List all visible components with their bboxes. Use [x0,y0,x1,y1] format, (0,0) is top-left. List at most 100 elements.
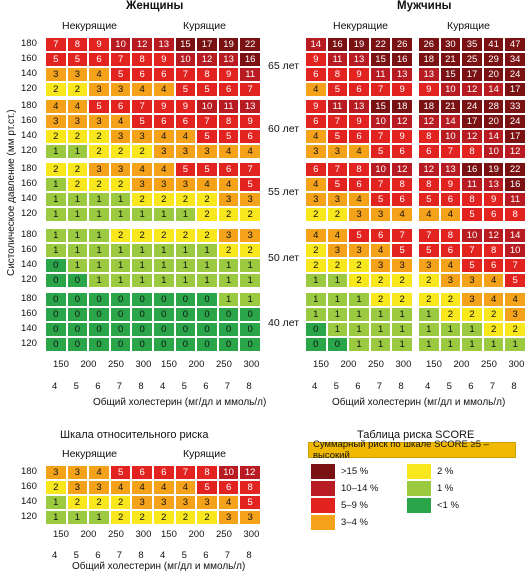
relative-smokers-cell: 5 [239,495,261,510]
women-nonsmokers-cell: 1 [88,207,110,222]
men-smokers-cell: 6 [418,144,440,159]
men-smokers-mg-tick: 150 [426,359,442,370]
men-nonsmokers-cell: 16 [391,52,413,67]
women-nonsmokers-mmol-tick: 7 [116,381,123,392]
women-smokers-cell: 1 [217,273,240,288]
women-nonsmokers-cell: 2 [66,177,89,192]
relative-nonsmokers-cell: 3 [88,480,110,495]
women-smokers-cell: 0 [174,307,197,322]
men-smokers-cell: 7 [439,144,462,159]
women-smokers-mg-tick: 300 [243,359,260,370]
women-smokers-cell: 0 [196,292,218,307]
women-smokers-cell: 3 [153,144,175,159]
men-smokers-cell: 14 [439,114,462,129]
women-smokers-cell: 2 [239,243,261,258]
women-smokers-cell: 9 [217,67,240,82]
relative-nonsmokers-cell: 2 [66,495,89,510]
men-smokers-cell: 33 [504,99,526,114]
women-smokers-cell: 1 [217,292,240,307]
women-smokers-cell: 7 [239,162,261,177]
women-smokers-cell: 8 [217,114,240,129]
men-nonsmokers-cell: 11 [326,52,349,67]
men-smokers-cell: 21 [439,99,462,114]
men-nonsmokers-cell: 1 [348,322,370,337]
relative-smokers-cell: 2 [196,510,218,525]
men-nonsmokers-cell: 16 [326,37,349,52]
women-smokers-mg-tick: 200 [188,359,205,370]
men-smokers-cell: 3 [461,292,483,307]
men-nonsmokers-cell: 4 [369,243,392,258]
men-smokers-cell: 3 [439,273,462,288]
relative-sbp-tick: 140 [21,496,37,507]
men-nonsmokers-mmol-tick: 7 [376,381,383,392]
relative-smokers-mg-tick: 300 [243,529,260,540]
women-nonsmokers-cell: 0 [45,292,67,307]
women-smokers-cell: 6 [217,162,240,177]
men-nonsmokers-cell: 6 [305,67,327,82]
men-smokers-cell: 10 [439,129,462,144]
men-smokers-cell: 6 [439,192,462,207]
men-nonsmokers-cell: 3 [348,207,370,222]
men-nonsmokers-cell: 14 [305,37,327,52]
women-smokers-cell: 3 [174,144,197,159]
relative-sbp-tick: 180 [21,466,37,477]
relative-nonsmokers-mg-tick: 250 [108,529,124,540]
men-smokers-mmol-tick: 7 [489,381,496,392]
score-table-title: Таблица риска SCORE [357,429,475,441]
men-smokers-cell: 30 [439,37,462,52]
women-nonsmokers-cell: 0 [88,322,110,337]
men-smokers-cell: 8 [418,177,440,192]
sbp-tick: 140 [21,323,37,334]
relative-smokers-mg-tick: 150 [161,529,177,540]
women-nonsmokers-cell: 0 [109,307,132,322]
men-nonsmokers-cell: 7 [391,228,413,243]
men-nonsmokers-cell: 2 [369,273,392,288]
women-nonsmokers-cell: 4 [66,99,89,114]
relative-smokers-mmol-tick: 7 [224,550,231,561]
women-nonsmokers-cell: 9 [88,37,110,52]
women-smokers-cell: 1 [196,243,218,258]
men-nonsmokers-cell: 26 [391,37,413,52]
men-nonsmokers-cell: 1 [369,337,392,352]
women-nonsmokers-cell: 0 [88,307,110,322]
men-smokers-cell: 2 [504,322,526,337]
men-smokers-mmol-tick: 5 [446,381,452,392]
women-nonsmokers-cell: 3 [109,129,132,144]
women-smokers-cell: 4 [153,162,175,177]
women-smokers-cell: 2 [153,228,175,243]
men-nonsmokers-cell: 4 [348,192,370,207]
women-nonsmokers-cell: 7 [45,37,67,52]
women-smokers-cell: 0 [217,322,240,337]
legend-label: <1 % [437,500,459,511]
women-nonsmokers-cell: 1 [66,228,89,243]
women-nonsmokers-cell: 1 [131,273,153,288]
men-smokers-cell: 1 [439,337,462,352]
women-nonsmokers-cell: 1 [88,228,110,243]
age-label: 60 лет [268,123,300,135]
women-smokers-cell: 3 [153,177,175,192]
women-smokers-cell: 16 [239,52,261,67]
men-smokers-cell: 7 [461,243,483,258]
men-nonsmokers-mmol-tick: 8 [398,381,404,392]
men-nonsmokers-cell: 3 [369,258,392,273]
men-smokers-cell: 5 [504,273,526,288]
men-smokers-cell: 1 [418,322,440,337]
relative-smokers-cell: 8 [196,465,218,480]
women-smokers-cell: 13 [153,37,175,52]
relative-smokers-mg-tick: 250 [216,529,232,540]
men-nonsmokers-cell: 3 [326,144,349,159]
women-smokers-cell: 5 [196,129,218,144]
relative-smokers-mmol-tick: 4 [160,550,166,561]
men-nonsmokers-cell: 9 [391,129,413,144]
women-smokers-cell: 6 [153,114,175,129]
men-nonsmokers-cell: 18 [391,99,413,114]
relative-nonsmokers-mmol-tick: 7 [116,550,123,561]
women-nonsmokers-cell: 1 [45,207,67,222]
women-nonsmokers-cell: 2 [131,192,153,207]
women-nonsmokers-label: Некурящие [62,20,118,32]
sbp-tick: 180 [21,163,37,174]
men-smokers-cell: 9 [439,177,462,192]
men-smokers-cell: 8 [461,144,483,159]
relative-nonsmokers-cell: 3 [66,480,89,495]
legend-swatch [310,463,336,480]
